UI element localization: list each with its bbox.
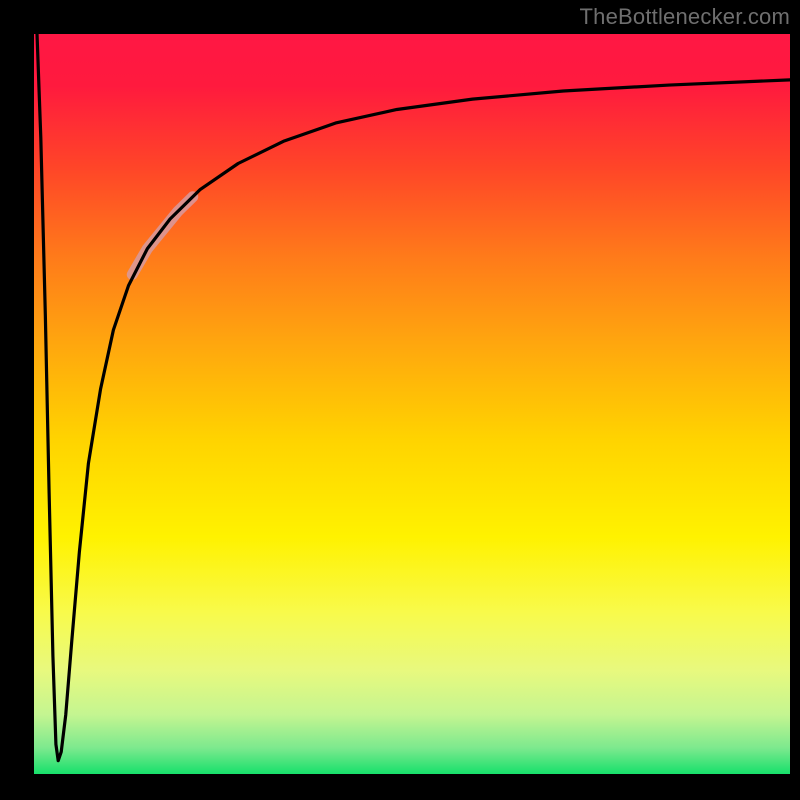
chart-container: TheBottlenecker.com — [0, 0, 800, 800]
plot-area — [34, 34, 790, 774]
watermark-text: TheBottlenecker.com — [580, 4, 790, 30]
bottleneck-chart-svg — [34, 34, 790, 774]
gradient-background — [34, 34, 790, 774]
